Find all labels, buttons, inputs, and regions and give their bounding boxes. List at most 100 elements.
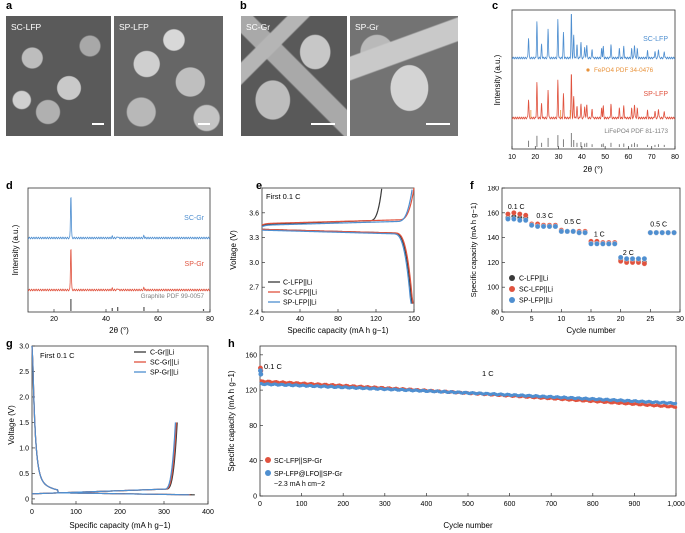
discharge-curve [261, 228, 414, 304]
legend-marker [509, 297, 515, 303]
panel-letter-d: d [6, 180, 13, 192]
x-tick-label: 5 [530, 316, 534, 323]
x-tick-label: 10 [557, 316, 565, 323]
y-tick-label: 180 [487, 186, 499, 193]
data-point [673, 405, 678, 409]
y-tick-label: 0 [253, 494, 257, 501]
data-point [528, 222, 535, 228]
data-point [258, 371, 264, 377]
plot-frame [31, 345, 209, 505]
y-tick-label: 140 [487, 235, 499, 242]
legend-label: C-LFP||Li [283, 280, 313, 287]
x-tick-label: 20 [617, 316, 625, 323]
x-tick-label: 1,000 [667, 501, 685, 508]
sem-image-sc-lfp: SC-LFP [6, 16, 111, 136]
y-tick-label: 2.7 [249, 285, 259, 292]
legend-marker [509, 275, 515, 281]
data-point [505, 216, 511, 222]
y-tick-label: 80 [491, 310, 499, 317]
x-tick-label: 20 [531, 154, 539, 161]
y-tick-label: 1.0 [19, 445, 29, 452]
data-point [623, 255, 630, 262]
legend-label: C-LFP||Li [519, 276, 549, 283]
x-tick-label: 60 [625, 154, 633, 161]
x-tick-label: 200 [337, 501, 349, 508]
x-tick-label: 40 [102, 316, 110, 323]
sem-image-sc-gr: SC-Gr [241, 16, 347, 136]
legend-label: SP-Gr||Li [150, 370, 179, 377]
legend-label-sc-lfp-sp-gr: SC-LFP||SP-Gr [274, 458, 323, 465]
y-axis-label: Specific capacity (mA h g−1) [469, 202, 478, 297]
x-tick-label: 400 [202, 509, 214, 516]
scale-bar [311, 123, 335, 125]
legend-marker-sc-lfp [265, 457, 271, 463]
data-point [552, 223, 559, 230]
charge-curve [31, 422, 177, 495]
data-point [522, 217, 529, 223]
x-axis-label: Cycle number [566, 326, 616, 335]
x-tick-label: 30 [676, 316, 684, 323]
discharge-curve [261, 229, 412, 304]
data-point [511, 210, 517, 216]
panel-letter-g: g [6, 338, 13, 350]
panel-letter-h: h [228, 338, 235, 350]
data-point [600, 241, 606, 247]
plot-frame [27, 187, 211, 313]
y-tick-label: 40 [249, 458, 257, 465]
x-tick-label: 100 [296, 501, 308, 508]
data-point [665, 229, 671, 236]
charge-curve [261, 189, 413, 228]
discharge-curve [31, 345, 191, 496]
data-point [641, 260, 648, 267]
data-point [635, 255, 642, 262]
x-tick-label: 400 [421, 501, 433, 508]
chart-e-voltage-lfp: Voltage (V) Specific capacity (mA h g−1)… [229, 187, 420, 335]
data-point [258, 368, 263, 374]
x-tick-label: 300 [158, 509, 170, 516]
data-point [511, 216, 517, 222]
x-tick-label: 15 [587, 316, 595, 323]
y-tick-label: 100 [487, 285, 499, 292]
scale-bar [92, 123, 104, 125]
sem-label: SC-Gr [246, 22, 271, 32]
panel-letter-b: b [240, 0, 247, 12]
data-point [671, 229, 677, 236]
panel-letter-f: f [470, 180, 474, 192]
series-line-sc-lfp [511, 14, 676, 60]
legend-label: SP-LFP||Li [283, 300, 317, 307]
x-tick-label: 700 [545, 501, 557, 508]
x-tick-label: 200 [114, 509, 126, 516]
chart-title: First 0.1 C [266, 192, 301, 201]
annotation-sp-lfp: SP-LFP [643, 91, 668, 98]
y-tick-label: 0 [25, 496, 29, 503]
sem-label: SP-LFP [119, 22, 149, 32]
x-axis-label: Specific capacity (mA h g−1) [287, 326, 388, 335]
charge-curve [261, 187, 415, 226]
annotation-graphite: Graphite PDF 99-0057 [141, 293, 205, 300]
x-tick-label: 10 [508, 154, 516, 161]
sem-label: SP-Gr [355, 22, 379, 32]
chart-g-voltage-gr: Voltage (V) Specific capacity (mA h g−1)… [7, 344, 214, 531]
rate-label-0.1c: 0.1 C [264, 362, 283, 371]
data-point [522, 212, 529, 219]
y-tick-label: 0.5 [19, 471, 29, 478]
data-point [505, 211, 511, 217]
data-point [588, 241, 594, 247]
rate-label: 1 C [594, 231, 605, 238]
annotation-sc-lfp: SC-LFP [643, 36, 668, 43]
data-point [564, 228, 571, 235]
legend-label: SC-LFP||Li [519, 287, 553, 294]
data-point [611, 241, 618, 247]
x-tick-label: 50 [601, 154, 609, 161]
data-point [576, 229, 582, 236]
y-tick-label: 3.0 [19, 344, 29, 351]
x-axis-label: 2θ (°) [109, 326, 129, 335]
chart-c-xrd-lfp: Intensity (a.u.) 2θ (°) 10 20 30 40 50 60 70 80… [493, 9, 679, 174]
x-tick-label: 30 [555, 154, 563, 161]
y-tick-label: 160 [487, 210, 499, 217]
legend-label: C-Gr||Li [150, 350, 175, 357]
y-tick-label: 3.0 [249, 260, 259, 267]
x-tick-label: 100 [70, 509, 82, 516]
rate-label: 0.3 C [536, 213, 553, 220]
discharge-curve [31, 345, 195, 496]
